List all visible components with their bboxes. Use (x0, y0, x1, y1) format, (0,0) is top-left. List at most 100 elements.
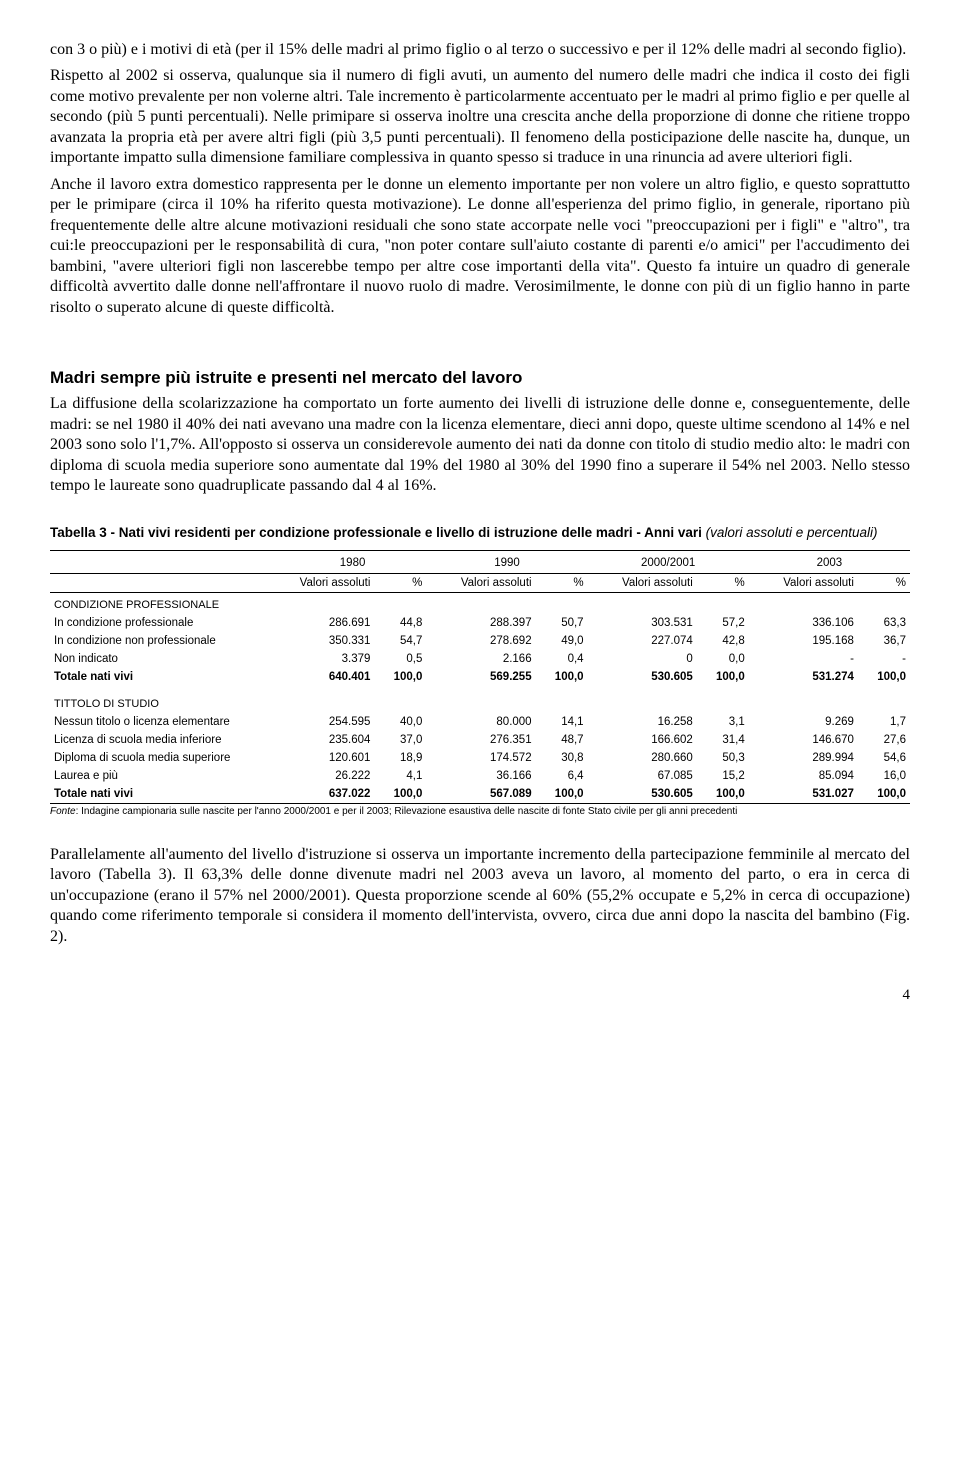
col-header-valori: Valori assoluti (588, 573, 697, 592)
table-row: Diploma di scuola media superiore120.601… (50, 749, 910, 767)
table-row: Non indicato3.3790,52.1660,400,0-- (50, 650, 910, 668)
cell-value: 637.022 (279, 785, 375, 804)
col-header-valori: Valori assoluti (749, 573, 858, 592)
row-label: Diploma di scuola media superiore (50, 749, 279, 767)
cell-value: 1,7 (858, 713, 910, 731)
cell-value: 276.351 (426, 731, 535, 749)
cell-value: 278.692 (426, 632, 535, 650)
cell-value: 3,1 (697, 713, 749, 731)
cell-value: 14,1 (536, 713, 588, 731)
body-paragraph: con 3 o più) e i motivi di età (per il 1… (50, 40, 910, 60)
row-label: Totale nati vivi (50, 785, 279, 804)
col-header-pct: % (697, 573, 749, 592)
table-caption: Tabella 3 - Nati vivi residenti per cond… (50, 524, 910, 542)
row-label: Non indicato (50, 650, 279, 668)
cell-value: 531.274 (749, 668, 858, 686)
col-header-pct: % (374, 573, 426, 592)
cell-value: 26.222 (279, 767, 375, 785)
cell-value: 54,6 (858, 749, 910, 767)
cell-value: 63,3 (858, 614, 910, 632)
table-caption-italic: (valori assoluti e percentuali) (706, 525, 878, 540)
col-header-pct: % (858, 573, 910, 592)
cell-value: 254.595 (279, 713, 375, 731)
row-label: Nessun titolo o licenza elementare (50, 713, 279, 731)
cell-value: 640.401 (279, 668, 375, 686)
section-label-row: TITTOLO DI STUDIO (50, 692, 910, 713)
cell-value: 166.602 (588, 731, 697, 749)
cell-value: 16.258 (588, 713, 697, 731)
cell-value: 146.670 (749, 731, 858, 749)
cell-value: 100,0 (858, 785, 910, 804)
cell-value: 27,6 (858, 731, 910, 749)
cell-value: 30,8 (536, 749, 588, 767)
table-source: Fonte: Indagine campionaria sulle nascit… (50, 806, 910, 817)
section-heading: Madri sempre più istruite e presenti nel… (50, 368, 910, 388)
cell-value: 0,0 (697, 650, 749, 668)
cell-value: 100,0 (374, 668, 426, 686)
cell-value: 48,7 (536, 731, 588, 749)
cell-value: 530.605 (588, 785, 697, 804)
cell-value: 44,8 (374, 614, 426, 632)
body-paragraph: Rispetto al 2002 si osserva, qualunque s… (50, 66, 910, 168)
col-header-valori: Valori assoluti (426, 573, 535, 592)
body-paragraph: Parallelamente all'aumento del livello d… (50, 845, 910, 947)
cell-value: 40,0 (374, 713, 426, 731)
cell-value: 100,0 (536, 668, 588, 686)
cell-value: 50,7 (536, 614, 588, 632)
body-paragraph: La diffusione della scolarizzazione ha c… (50, 394, 910, 496)
table-row: Totale nati vivi637.022100,0567.089100,0… (50, 785, 910, 804)
cell-value: 303.531 (588, 614, 697, 632)
cell-value: 569.255 (426, 668, 535, 686)
row-label: Laurea e più (50, 767, 279, 785)
year-header: 1980 (279, 550, 427, 573)
section-label: CONDIZIONE PROFESSIONALE (50, 592, 910, 614)
year-header: 2003 (749, 550, 910, 573)
cell-value: 49,0 (536, 632, 588, 650)
cell-value: 0,4 (536, 650, 588, 668)
table-row: In condizione non professionale350.33154… (50, 632, 910, 650)
cell-value: 42,8 (697, 632, 749, 650)
cell-value: 57,2 (697, 614, 749, 632)
cell-value: 100,0 (697, 668, 749, 686)
year-header: 2000/2001 (588, 550, 749, 573)
cell-value: 15,2 (697, 767, 749, 785)
cell-value: 0,5 (374, 650, 426, 668)
cell-value: 567.089 (426, 785, 535, 804)
source-label: Fonte (50, 806, 76, 817)
cell-value: 235.604 (279, 731, 375, 749)
year-header: 1990 (426, 550, 587, 573)
cell-value: 100,0 (374, 785, 426, 804)
row-label: Totale nati vivi (50, 668, 279, 686)
cell-value: 54,7 (374, 632, 426, 650)
cell-value: 100,0 (697, 785, 749, 804)
table-row: Nessun titolo o licenza elementare254.59… (50, 713, 910, 731)
cell-value: 0 (588, 650, 697, 668)
cell-value: 336.106 (749, 614, 858, 632)
cell-value: 50,3 (697, 749, 749, 767)
cell-value: 4,1 (374, 767, 426, 785)
table-row: Licenza di scuola media inferiore235.604… (50, 731, 910, 749)
section-label: TITTOLO DI STUDIO (50, 692, 910, 713)
cell-value: 9.269 (749, 713, 858, 731)
cell-value: 37,0 (374, 731, 426, 749)
cell-value: 227.074 (588, 632, 697, 650)
cell-value: - (858, 650, 910, 668)
section-label-row: CONDIZIONE PROFESSIONALE (50, 592, 910, 614)
body-paragraph: Anche il lavoro extra domestico rapprese… (50, 175, 910, 318)
cell-value: 286.691 (279, 614, 375, 632)
cell-value: 280.660 (588, 749, 697, 767)
cell-value: 289.994 (749, 749, 858, 767)
cell-value: 3.379 (279, 650, 375, 668)
cell-value: 2.166 (426, 650, 535, 668)
cell-value: 67.085 (588, 767, 697, 785)
table-subheader-row: Valori assoluti % Valori assoluti % Valo… (50, 573, 910, 592)
row-label: In condizione non professionale (50, 632, 279, 650)
col-header-pct: % (536, 573, 588, 592)
col-header-valori: Valori assoluti (279, 573, 375, 592)
cell-value: 288.397 (426, 614, 535, 632)
cell-value: 85.094 (749, 767, 858, 785)
cell-value: 31,4 (697, 731, 749, 749)
cell-value: 195.168 (749, 632, 858, 650)
cell-value: 120.601 (279, 749, 375, 767)
cell-value: 100,0 (858, 668, 910, 686)
